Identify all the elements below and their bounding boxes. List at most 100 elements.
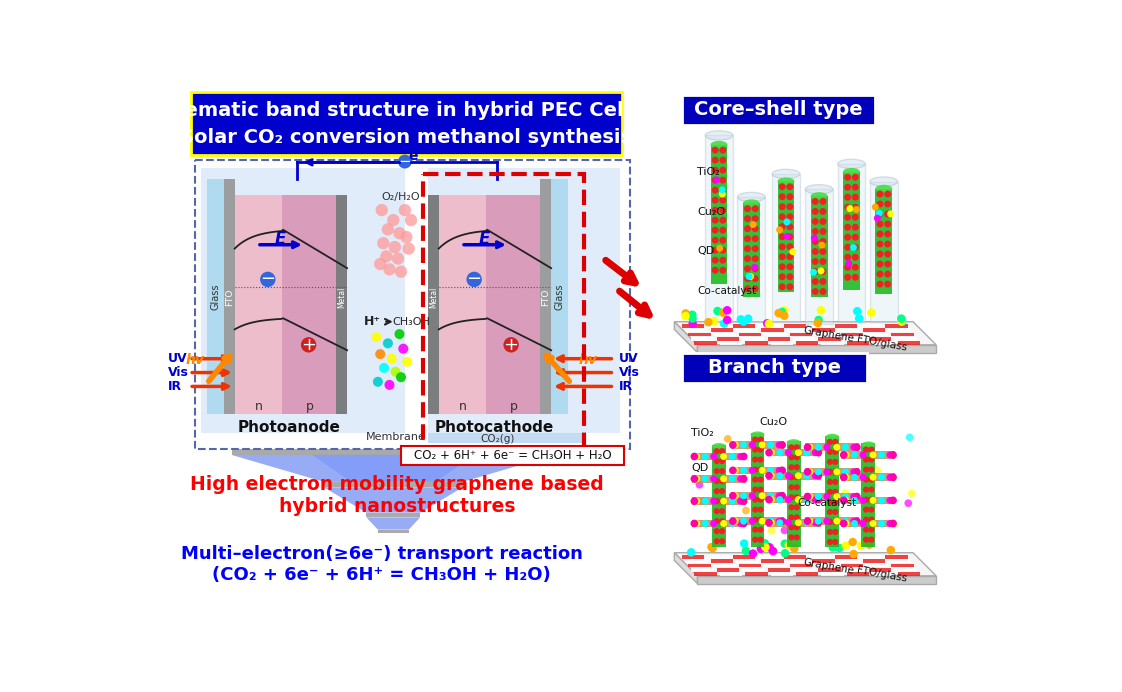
Circle shape [767,472,775,479]
Circle shape [852,234,858,241]
Bar [717,337,739,340]
Circle shape [863,446,870,453]
Text: O₂/H₂O: O₂/H₂O [381,192,421,202]
Circle shape [855,314,864,322]
Circle shape [732,467,738,474]
Circle shape [886,520,893,527]
Circle shape [757,477,764,483]
Circle shape [876,230,883,237]
Circle shape [779,466,787,474]
Circle shape [729,492,737,500]
Circle shape [379,363,389,373]
Circle shape [504,337,518,352]
Circle shape [879,474,885,481]
Circle shape [876,190,883,197]
Bar [847,572,870,576]
Ellipse shape [743,199,760,207]
Circle shape [884,230,891,237]
Circle shape [720,520,727,527]
Circle shape [757,446,764,453]
Bar [378,529,408,534]
Bar [692,453,719,460]
Circle shape [853,206,859,213]
Circle shape [719,147,726,154]
Bar [691,337,714,340]
Circle shape [840,451,847,459]
Circle shape [785,449,792,456]
Bar [787,441,801,547]
Circle shape [812,268,819,275]
Circle shape [714,508,720,514]
Circle shape [868,516,874,522]
Circle shape [865,540,874,549]
Bar [201,167,405,433]
Circle shape [729,466,737,474]
Text: Cu₂O: Cu₂O [760,417,788,427]
Circle shape [844,244,852,251]
Circle shape [719,468,725,474]
Circle shape [876,281,883,288]
Circle shape [813,319,822,327]
Circle shape [767,518,774,525]
Circle shape [834,468,840,475]
Circle shape [886,497,893,504]
Circle shape [776,519,783,526]
Circle shape [710,498,717,504]
Circle shape [908,489,916,498]
Circle shape [714,538,720,545]
Text: Metal: Metal [429,286,438,308]
Text: Vis: Vis [619,366,640,379]
Circle shape [737,315,745,324]
Circle shape [779,518,787,525]
Circle shape [863,497,870,502]
Bar [733,324,755,328]
Circle shape [842,489,849,497]
Text: High electron mobility graphene based
hybrid nanostructures: High electron mobility graphene based hy… [191,475,604,516]
Circle shape [889,497,896,504]
Circle shape [812,218,819,225]
Circle shape [381,224,394,235]
Circle shape [719,266,726,274]
Circle shape [758,492,765,499]
Circle shape [737,475,744,482]
Circle shape [744,285,751,292]
Bar [872,341,894,345]
Circle shape [819,208,827,215]
Circle shape [807,493,813,500]
Bar [898,341,920,345]
Bar [767,567,790,572]
Circle shape [752,516,758,522]
Circle shape [779,283,785,290]
Ellipse shape [710,141,727,149]
Circle shape [779,273,785,280]
Bar [710,328,733,332]
Circle shape [853,468,861,475]
Circle shape [819,248,827,255]
Circle shape [803,472,810,479]
Circle shape [819,258,827,265]
Bar [686,328,708,332]
Circle shape [467,272,481,287]
Circle shape [863,516,870,522]
Bar [719,520,746,527]
Circle shape [402,357,412,367]
Circle shape [745,273,753,280]
Circle shape [260,272,276,287]
Circle shape [884,241,891,248]
Circle shape [784,233,791,240]
Circle shape [793,514,800,520]
Circle shape [752,275,758,282]
Circle shape [833,479,838,485]
Circle shape [776,449,783,456]
Bar [766,449,793,457]
Bar [766,472,793,480]
Circle shape [732,518,738,525]
Bar [551,179,568,414]
Bar [757,441,784,449]
Bar [771,572,793,576]
Circle shape [904,500,912,507]
Circle shape [844,224,852,230]
Circle shape [710,520,717,527]
Circle shape [744,255,751,262]
Circle shape [852,174,858,181]
